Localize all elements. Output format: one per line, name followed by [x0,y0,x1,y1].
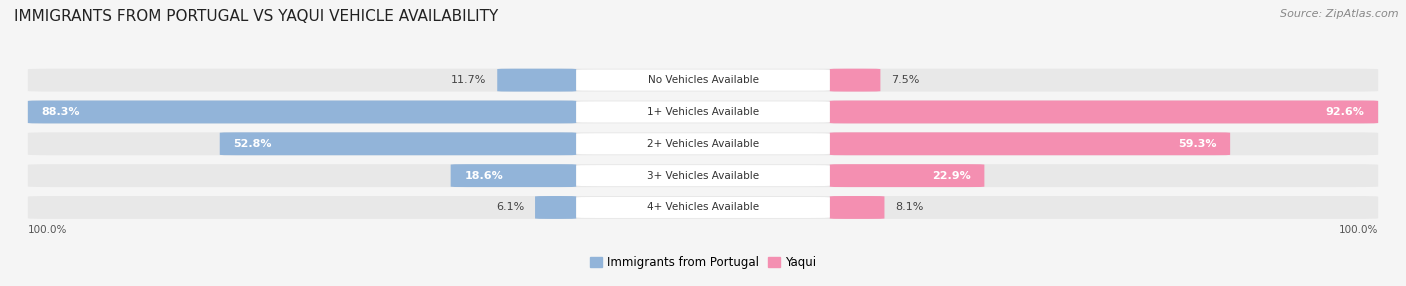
FancyBboxPatch shape [576,165,830,186]
FancyBboxPatch shape [28,100,576,124]
Text: 88.3%: 88.3% [42,107,80,117]
FancyBboxPatch shape [498,69,576,92]
FancyBboxPatch shape [576,133,830,154]
FancyBboxPatch shape [28,164,1378,187]
FancyBboxPatch shape [576,102,830,122]
FancyBboxPatch shape [28,132,1378,155]
Text: 18.6%: 18.6% [464,171,503,181]
Text: 4+ Vehicles Available: 4+ Vehicles Available [647,202,759,212]
Text: 59.3%: 59.3% [1178,139,1216,149]
FancyBboxPatch shape [536,196,576,219]
Text: 11.7%: 11.7% [451,75,486,85]
Text: 3+ Vehicles Available: 3+ Vehicles Available [647,171,759,181]
Text: 7.5%: 7.5% [891,75,920,85]
FancyBboxPatch shape [28,69,1378,92]
Text: 92.6%: 92.6% [1326,107,1364,117]
FancyBboxPatch shape [576,197,830,218]
Text: 2+ Vehicles Available: 2+ Vehicles Available [647,139,759,149]
FancyBboxPatch shape [28,100,1378,124]
Text: 8.1%: 8.1% [896,202,924,212]
Text: No Vehicles Available: No Vehicles Available [648,75,758,85]
FancyBboxPatch shape [830,69,880,92]
Text: Source: ZipAtlas.com: Source: ZipAtlas.com [1281,9,1399,19]
FancyBboxPatch shape [830,196,884,219]
Text: 100.0%: 100.0% [28,225,67,235]
Text: 22.9%: 22.9% [932,171,970,181]
FancyBboxPatch shape [830,164,984,187]
Text: 52.8%: 52.8% [233,139,271,149]
FancyBboxPatch shape [830,100,1378,124]
FancyBboxPatch shape [219,132,576,155]
Text: 1+ Vehicles Available: 1+ Vehicles Available [647,107,759,117]
FancyBboxPatch shape [830,132,1230,155]
Text: 6.1%: 6.1% [496,202,524,212]
Text: 100.0%: 100.0% [1339,225,1378,235]
FancyBboxPatch shape [576,69,830,91]
FancyBboxPatch shape [451,164,576,187]
FancyBboxPatch shape [28,196,1378,219]
Text: IMMIGRANTS FROM PORTUGAL VS YAQUI VEHICLE AVAILABILITY: IMMIGRANTS FROM PORTUGAL VS YAQUI VEHICL… [14,9,498,23]
Legend: Immigrants from Portugal, Yaqui: Immigrants from Portugal, Yaqui [591,256,815,269]
